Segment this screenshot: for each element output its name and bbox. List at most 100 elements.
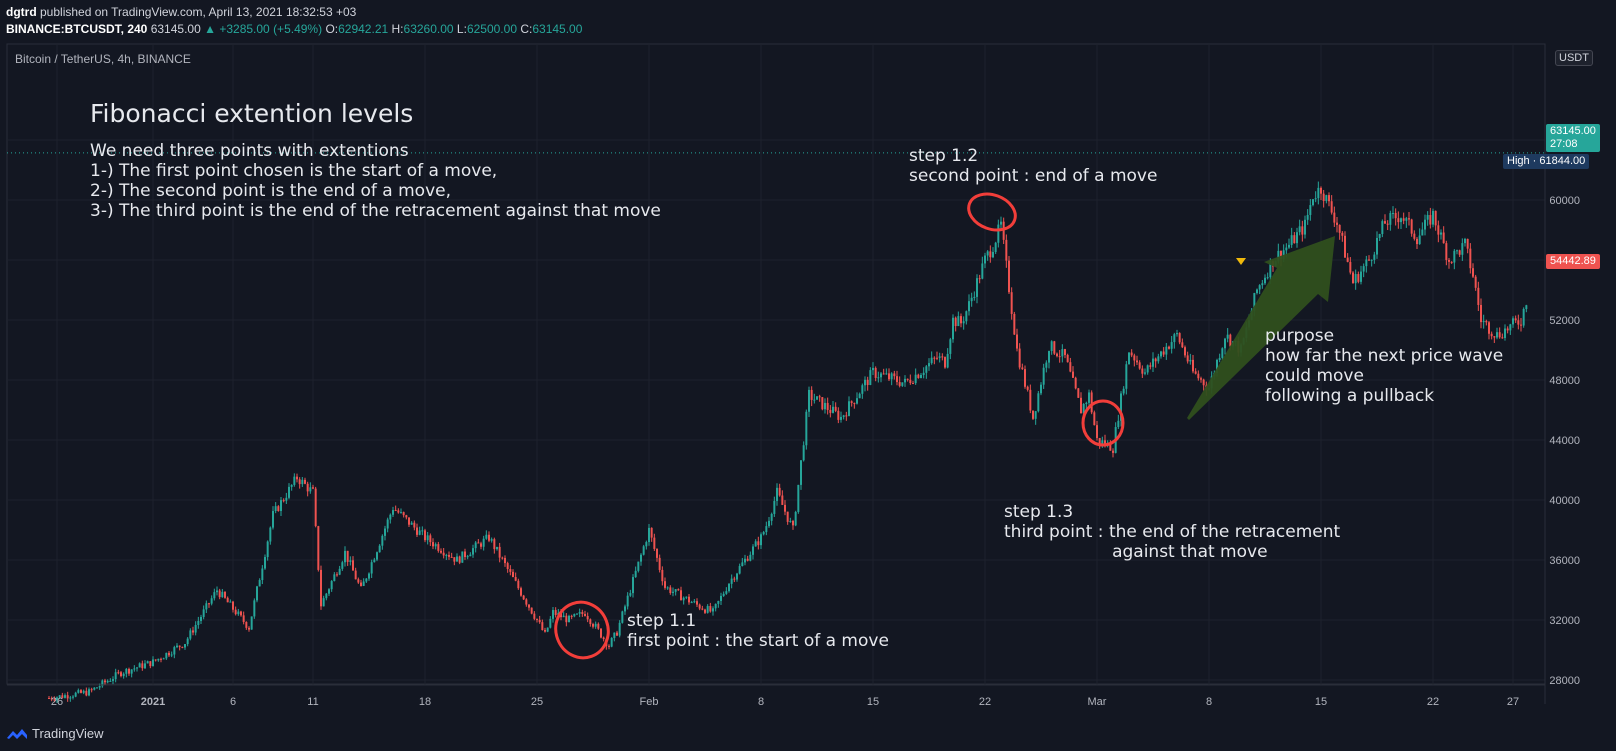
candle-body	[1165, 346, 1168, 355]
candle-body	[514, 577, 517, 581]
candle-body	[1130, 352, 1133, 356]
price-tick-label: 48000	[1549, 375, 1580, 387]
candle-body	[56, 697, 58, 701]
candle-body	[1005, 239, 1008, 261]
candle-body	[770, 513, 773, 521]
candle-body	[1085, 402, 1088, 405]
candle-body	[1117, 420, 1120, 428]
candle-body	[96, 687, 98, 689]
candle-body	[768, 520, 770, 527]
annotation-title[interactable]: Fibonacci extention levels	[90, 99, 414, 128]
candle-body	[733, 578, 736, 580]
price-tick-label: 52000	[1549, 315, 1580, 327]
candle-body	[738, 566, 741, 574]
candle-body	[1218, 357, 1221, 360]
candle-body	[1101, 440, 1104, 445]
candle-body	[885, 373, 888, 375]
candle-body	[1477, 287, 1480, 305]
symbol-legend[interactable]: Bitcoin / TetherUS, 4h, BINANCE	[15, 52, 191, 66]
candle-body	[130, 669, 133, 674]
annotation-step-1-3[interactable]: step 1.3 third point : the end of the re…	[1004, 502, 1341, 562]
candle-body	[282, 500, 285, 502]
candle-body	[264, 557, 266, 569]
candle-body	[1138, 362, 1141, 369]
annotation-step-1-1[interactable]: step 1.1 first point : the start of a mo…	[627, 611, 889, 651]
candle-body	[1189, 359, 1192, 362]
candle-body	[1293, 235, 1296, 244]
candle-body	[952, 317, 954, 340]
candle-body	[165, 652, 168, 659]
candle-body	[829, 409, 832, 413]
candle-body	[722, 593, 725, 596]
candle-body	[1149, 365, 1152, 367]
candle-body	[853, 402, 856, 404]
candle-body	[88, 689, 90, 696]
time-tick-label: 2021	[141, 696, 165, 708]
candle-body	[1066, 354, 1069, 363]
candle-body	[1016, 334, 1018, 349]
candle-body	[74, 692, 77, 697]
candle-body	[1448, 259, 1450, 262]
candle-body	[848, 401, 850, 416]
candle-body	[840, 416, 842, 420]
candle-body	[704, 609, 706, 613]
candle-body	[458, 556, 461, 563]
candle-body	[808, 389, 810, 412]
currency-button[interactable]: USDT	[1555, 50, 1593, 66]
candle-body	[1501, 337, 1504, 339]
candle-body	[69, 697, 72, 699]
time-tick-label: Feb	[640, 696, 659, 708]
time-tick-label: 11	[307, 696, 318, 708]
candle-body	[1050, 341, 1053, 352]
up-arrow	[1187, 236, 1335, 420]
candle-body	[202, 609, 205, 617]
time-tick-label: 22	[1427, 696, 1439, 708]
candle-body	[954, 317, 957, 327]
candle-body	[730, 578, 733, 584]
candle-body	[1194, 371, 1197, 374]
candle-body	[1346, 257, 1349, 262]
candle-body	[101, 680, 104, 687]
candle-body	[589, 619, 592, 625]
candle-body	[581, 612, 584, 614]
candle-body	[216, 590, 218, 593]
candle-body	[98, 686, 101, 688]
candle-body	[600, 628, 602, 638]
candle-body	[1338, 224, 1341, 233]
candle-body	[818, 396, 821, 398]
candle-body	[744, 558, 746, 563]
candle-body	[1216, 359, 1218, 373]
candle-body	[1074, 377, 1077, 389]
candle-body	[640, 554, 642, 562]
candle-body	[285, 497, 288, 501]
candle-body	[866, 379, 869, 386]
candle-body	[989, 251, 992, 258]
candle-body	[1418, 235, 1421, 245]
annotation-purpose[interactable]: purpose how far the next price wave coul…	[1265, 326, 1504, 406]
candle-body	[1261, 283, 1264, 286]
candle-body	[1397, 218, 1400, 223]
candle-body	[434, 544, 437, 547]
candle-body	[1392, 213, 1394, 215]
candle-body	[1344, 235, 1346, 258]
annotation-step-1-2[interactable]: step 1.2 second point : end of a move	[909, 146, 1158, 186]
candle-body	[144, 663, 146, 669]
candle-body	[453, 557, 456, 562]
candle-body	[218, 590, 221, 598]
candle-body	[1405, 218, 1408, 221]
candle-body	[800, 460, 802, 485]
annotation-intro[interactable]: We need three points with extentions 1-)…	[90, 141, 661, 221]
candle-body	[432, 542, 434, 547]
candle-body	[1098, 438, 1101, 445]
candle-body	[1322, 193, 1325, 201]
candle-body	[168, 652, 170, 656]
candle-body	[1314, 198, 1317, 200]
signal-marker-icon	[1236, 258, 1246, 265]
candle-body	[50, 698, 53, 700]
candle-body	[986, 251, 989, 256]
footer[interactable]: TradingView	[6, 726, 104, 741]
candle-body	[109, 680, 112, 682]
candle-body	[890, 373, 893, 380]
candle-body	[1013, 313, 1016, 335]
